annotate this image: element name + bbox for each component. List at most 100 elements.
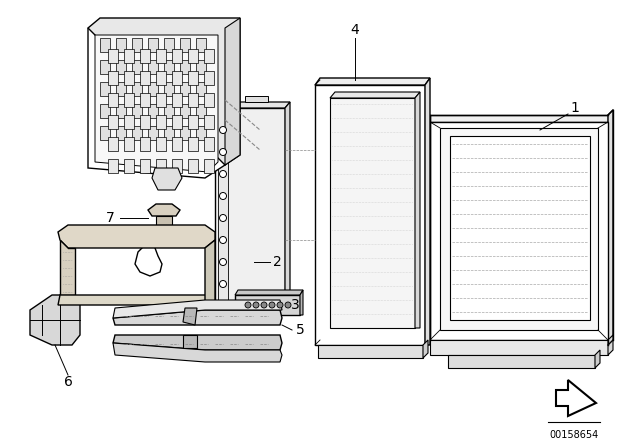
Polygon shape xyxy=(124,49,134,63)
Polygon shape xyxy=(180,38,190,52)
Circle shape xyxy=(269,302,275,308)
Polygon shape xyxy=(164,104,174,118)
Polygon shape xyxy=(330,92,420,98)
Polygon shape xyxy=(116,104,126,118)
Polygon shape xyxy=(108,49,118,63)
Polygon shape xyxy=(180,104,190,118)
Circle shape xyxy=(220,171,227,177)
Polygon shape xyxy=(113,310,282,325)
Polygon shape xyxy=(116,38,126,52)
Circle shape xyxy=(220,215,227,221)
Polygon shape xyxy=(172,49,182,63)
Polygon shape xyxy=(215,102,290,108)
Polygon shape xyxy=(164,82,174,96)
Polygon shape xyxy=(108,137,118,151)
Polygon shape xyxy=(108,159,118,173)
Polygon shape xyxy=(450,136,590,320)
Text: 6: 6 xyxy=(63,375,72,389)
Polygon shape xyxy=(235,290,303,295)
Polygon shape xyxy=(164,38,174,52)
Circle shape xyxy=(253,302,259,308)
Polygon shape xyxy=(88,18,240,165)
Polygon shape xyxy=(205,240,215,305)
Text: 4: 4 xyxy=(351,23,360,37)
Polygon shape xyxy=(215,108,285,310)
Polygon shape xyxy=(188,93,198,107)
Polygon shape xyxy=(156,216,172,238)
Polygon shape xyxy=(156,159,166,173)
Polygon shape xyxy=(196,60,206,74)
Polygon shape xyxy=(196,38,206,52)
Polygon shape xyxy=(148,82,158,96)
Polygon shape xyxy=(225,18,240,165)
Polygon shape xyxy=(218,115,228,300)
Polygon shape xyxy=(124,93,134,107)
Polygon shape xyxy=(156,49,166,63)
Polygon shape xyxy=(172,115,182,129)
Text: 1: 1 xyxy=(571,101,579,115)
Polygon shape xyxy=(608,335,613,355)
Polygon shape xyxy=(116,60,126,74)
Polygon shape xyxy=(172,93,182,107)
Polygon shape xyxy=(430,115,608,122)
Polygon shape xyxy=(60,240,75,295)
Polygon shape xyxy=(100,126,110,140)
Polygon shape xyxy=(318,345,423,358)
Polygon shape xyxy=(245,96,268,102)
Circle shape xyxy=(261,302,267,308)
Polygon shape xyxy=(608,110,613,345)
Polygon shape xyxy=(204,93,214,107)
Polygon shape xyxy=(245,310,268,316)
Polygon shape xyxy=(172,159,182,173)
Polygon shape xyxy=(148,38,158,52)
Polygon shape xyxy=(148,104,158,118)
Polygon shape xyxy=(124,71,134,85)
Circle shape xyxy=(285,302,291,308)
Polygon shape xyxy=(132,60,142,74)
Polygon shape xyxy=(315,85,425,345)
Polygon shape xyxy=(108,71,118,85)
Polygon shape xyxy=(285,102,290,310)
Text: 2: 2 xyxy=(273,255,282,269)
Polygon shape xyxy=(180,126,190,140)
Polygon shape xyxy=(95,35,218,172)
Polygon shape xyxy=(440,128,598,330)
Polygon shape xyxy=(430,340,608,355)
Polygon shape xyxy=(132,126,142,140)
Polygon shape xyxy=(30,295,80,345)
Polygon shape xyxy=(100,38,110,52)
Circle shape xyxy=(220,126,227,134)
Polygon shape xyxy=(140,159,150,173)
Polygon shape xyxy=(196,82,206,96)
Circle shape xyxy=(245,302,251,308)
Circle shape xyxy=(220,193,227,199)
Polygon shape xyxy=(164,60,174,74)
Polygon shape xyxy=(140,137,150,151)
Circle shape xyxy=(220,148,227,155)
Polygon shape xyxy=(425,78,430,345)
Polygon shape xyxy=(58,295,215,305)
Polygon shape xyxy=(113,343,282,362)
Polygon shape xyxy=(148,204,180,216)
Polygon shape xyxy=(300,290,303,315)
Polygon shape xyxy=(183,308,197,325)
Polygon shape xyxy=(58,225,215,248)
Polygon shape xyxy=(204,115,214,129)
Circle shape xyxy=(220,258,227,266)
Text: 5: 5 xyxy=(296,323,305,337)
Polygon shape xyxy=(180,82,190,96)
Polygon shape xyxy=(113,335,282,350)
Polygon shape xyxy=(188,115,198,129)
Polygon shape xyxy=(448,355,595,368)
Polygon shape xyxy=(140,115,150,129)
Polygon shape xyxy=(100,60,110,74)
Text: 3: 3 xyxy=(291,298,300,312)
Polygon shape xyxy=(116,126,126,140)
Polygon shape xyxy=(235,295,300,315)
Polygon shape xyxy=(148,60,158,74)
Polygon shape xyxy=(415,92,420,328)
Polygon shape xyxy=(330,98,415,328)
Polygon shape xyxy=(113,300,282,318)
Polygon shape xyxy=(196,126,206,140)
Polygon shape xyxy=(188,49,198,63)
